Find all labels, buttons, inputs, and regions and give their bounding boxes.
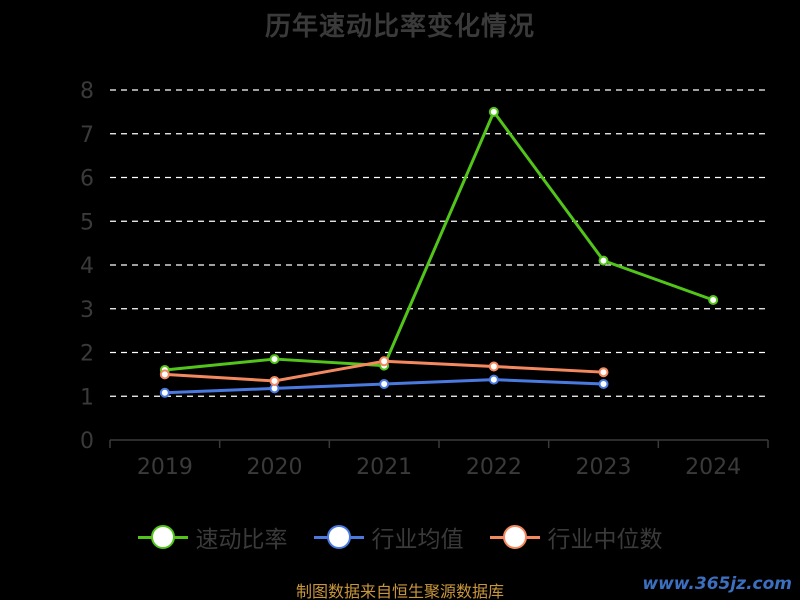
y-tick-label: 7: [80, 123, 94, 148]
data-point: [598, 367, 609, 378]
data-point: [269, 354, 280, 365]
y-tick-label: 6: [80, 167, 94, 192]
data-point: [488, 374, 499, 385]
series-line: [164, 110, 714, 372]
legend-item-industry-median[interactable]: 行业中位数: [489, 520, 663, 554]
y-tick-label: 0: [80, 429, 94, 454]
y-tick-label: 1: [80, 385, 94, 410]
legend-dot: [326, 525, 351, 549]
data-point: [159, 387, 170, 398]
legend-marker-industry-mean: [313, 522, 364, 552]
legend-label: 速动比率: [195, 527, 288, 553]
x-tick-label: 2023: [576, 455, 632, 480]
data-point: [269, 375, 280, 386]
data-point: [708, 295, 719, 305]
x-tick-label: 2022: [466, 455, 522, 480]
data-point: [379, 356, 390, 367]
data-point: [598, 255, 609, 266]
chart-legend: 速动比率 行业均值 行业中位数: [0, 520, 800, 554]
data-point: [488, 106, 499, 117]
legend-item-industry-mean[interactable]: 行业均值: [313, 520, 464, 554]
data-source-footer: 制图数据来自恒生聚源数据库: [295, 582, 504, 600]
y-tick-label: 8: [80, 79, 94, 104]
data-point: [598, 379, 609, 389]
legend-marker-industry-median: [489, 522, 540, 552]
legend-marker-quick-ratio: [137, 522, 188, 552]
data-point: [488, 361, 499, 372]
y-tick-label: 3: [80, 298, 94, 323]
site-watermark: www.365jz.com: [642, 574, 792, 594]
x-tick-label: 2019: [137, 455, 193, 480]
legend-label: 行业中位数: [547, 527, 663, 553]
y-tick-label: 5: [80, 210, 94, 235]
chart-title: 历年速动比率变化情况: [264, 12, 535, 42]
y-tick-label: 2: [80, 342, 94, 367]
legend-dot: [150, 525, 175, 549]
legend-item-quick-ratio[interactable]: 速动比率: [137, 520, 288, 554]
x-tick-label: 2020: [247, 455, 303, 480]
data-point: [379, 379, 390, 389]
x-tick-label: 2024: [685, 455, 741, 480]
legend-label: 行业均值: [371, 527, 464, 553]
legend-dot: [502, 525, 527, 549]
data-point: [159, 369, 170, 380]
x-tick-label: 2021: [356, 455, 412, 480]
y-tick-label: 4: [80, 254, 94, 279]
